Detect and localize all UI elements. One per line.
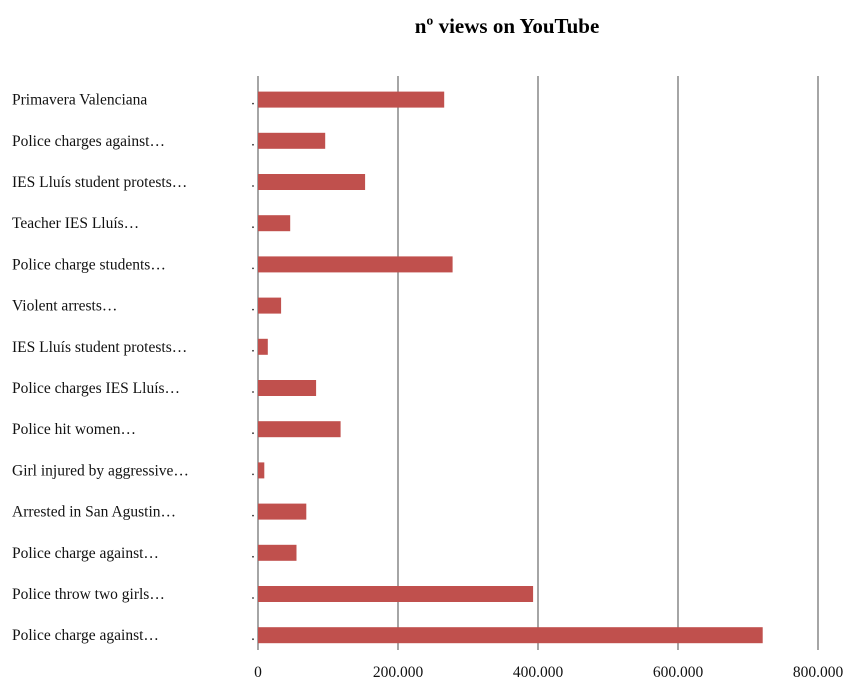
category-tick — [252, 514, 254, 517]
x-tick-label: 400.000 — [513, 664, 564, 681]
bars — [258, 91, 763, 644]
bar — [258, 91, 445, 108]
bar — [258, 544, 297, 561]
bar — [258, 503, 307, 520]
category-label: Police charges against… — [12, 133, 165, 150]
x-tick-label: 800.000 — [793, 664, 844, 681]
category-tick — [252, 473, 254, 476]
category-label: Police charges IES Lluís… — [12, 380, 180, 397]
bar — [258, 338, 268, 355]
bar — [258, 586, 534, 602]
bar — [258, 380, 317, 396]
bar — [258, 627, 763, 644]
bar — [258, 421, 341, 438]
category-tick — [252, 597, 254, 599]
category-label: Police hit women… — [12, 421, 136, 438]
gridlines — [257, 76, 819, 650]
bar — [258, 174, 366, 190]
category-label: Police charge students… — [12, 256, 166, 273]
bar — [258, 132, 326, 149]
category-label: Arrested in San Agustin… — [12, 504, 176, 521]
category-label: Police throw two girls… — [12, 586, 165, 603]
category-tick — [252, 185, 254, 187]
category-tick — [252, 349, 254, 352]
category-tick — [252, 267, 254, 270]
bar — [258, 297, 282, 314]
category-tick — [252, 102, 254, 105]
category-label: Police charge against… — [12, 545, 159, 562]
category-label: IES Lluís student protests… — [12, 174, 187, 191]
category-tick — [252, 226, 254, 229]
category-tick — [252, 391, 254, 393]
x-tick-label: 600.000 — [653, 664, 704, 681]
category-label: Violent arrests… — [12, 298, 117, 315]
x-tick-label: 0 — [254, 664, 262, 681]
chart-title: nº views on YouTube — [415, 14, 600, 38]
x-tick-labels: 0 200.000 400.000 600.000 800.000 — [254, 664, 843, 681]
category-tick — [252, 432, 254, 435]
bar — [258, 215, 291, 232]
category-tick — [252, 308, 254, 311]
category-tick — [252, 638, 254, 641]
category-label: Police charge against… — [12, 627, 159, 644]
category-labels: Primavera Valenciana Police charges again… — [12, 92, 254, 644]
category-label: Girl injured by aggressive… — [12, 462, 189, 479]
x-tick-label: 200.000 — [373, 664, 424, 681]
category-tick — [252, 555, 254, 558]
category-label: Primavera Valenciana — [12, 92, 147, 109]
bar — [258, 256, 453, 273]
category-label: IES Lluís student protests… — [12, 339, 187, 356]
category-tick — [252, 143, 254, 146]
bar — [258, 462, 265, 479]
category-label: Teacher IES Lluís… — [12, 215, 139, 232]
